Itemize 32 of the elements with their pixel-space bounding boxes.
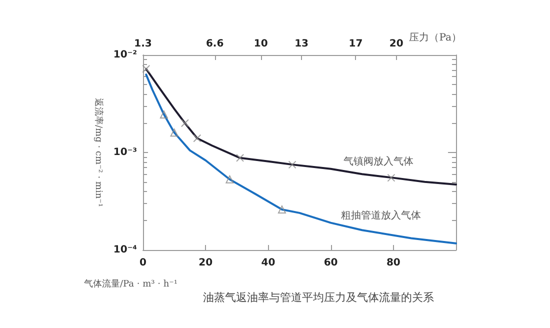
x2-tick-label: 10: [254, 38, 268, 50]
y-tick-label: 10⁻³: [113, 147, 137, 158]
x2-tick-label: 20: [389, 38, 404, 50]
x-tick-label: 40: [261, 258, 276, 268]
point: [170, 128, 178, 137]
text: 油蒸气返油率与管道平均压力及气体流量的关系: [203, 291, 434, 304]
x-tick-label: 20: [198, 258, 213, 268]
point: [142, 64, 150, 73]
y-tick-label: 10⁻²: [113, 50, 137, 60]
x2-axis-title: 压力（Pa）: [409, 32, 462, 44]
x-tick-label: 80: [386, 258, 400, 268]
point: [288, 160, 296, 169]
series-label: 气镇阀放入气体: [343, 155, 414, 168]
point: [160, 110, 168, 119]
line-series: [145, 68, 457, 186]
point: [236, 154, 244, 162]
point: [180, 119, 189, 128]
point: [193, 134, 202, 142]
point: [387, 174, 396, 182]
x2-tick-label: 6.6: [206, 38, 224, 50]
x-tick-label: 60: [324, 258, 338, 268]
x2-tick-label: 1.3: [134, 38, 152, 50]
x-axis-title: 气体流量/Pa · m³ · h⁻¹: [84, 278, 178, 290]
point: [278, 206, 286, 214]
y-tick-label: 10⁻⁴: [113, 244, 137, 256]
line-series: [145, 74, 457, 244]
x-tick-label: 0: [140, 258, 147, 268]
y-axis-title: 返流率/mg · cm⁻² · min⁻¹: [93, 98, 104, 207]
point: [226, 175, 234, 184]
x2-tick-label: 17: [348, 38, 363, 50]
series-label: 粗抽管道放入气体: [341, 210, 422, 222]
x2-tick-label: 13: [294, 38, 309, 50]
